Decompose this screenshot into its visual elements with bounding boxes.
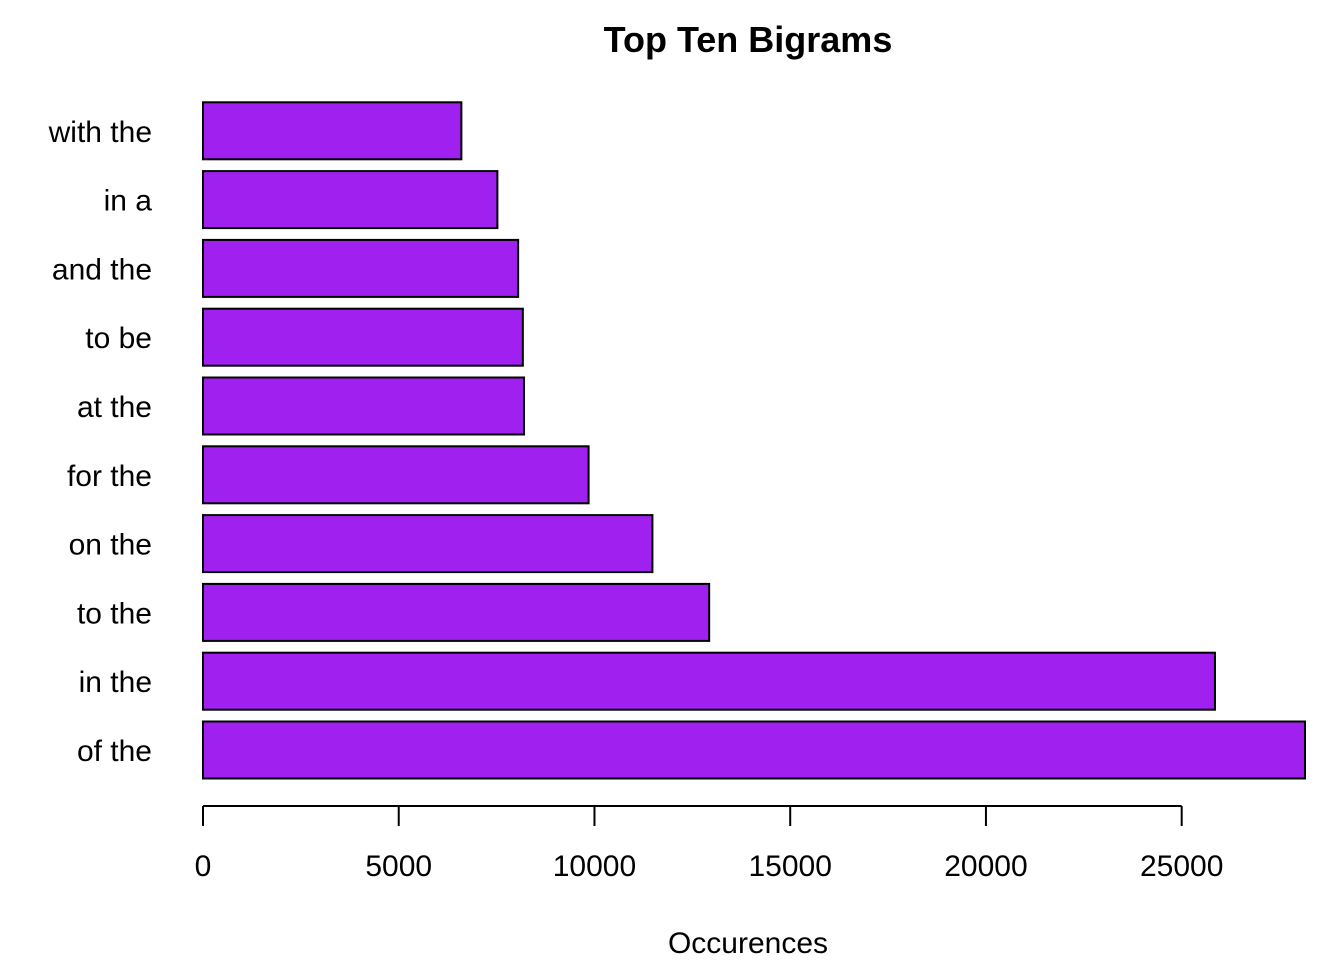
bar (202, 582, 711, 642)
x-tick-label: 5000 (365, 850, 432, 883)
x-tick-label: 15000 (748, 850, 831, 883)
category-labels: of the in the to the on the for the at the to … (48, 116, 153, 768)
category-label: in a (104, 185, 153, 218)
bars-group (202, 101, 1306, 780)
bar (202, 445, 590, 505)
x-axis: 0 5000 10000 15000 20000 25000 (195, 805, 1223, 883)
x-tick-label: 20000 (944, 850, 1027, 883)
category-label: in the (79, 666, 152, 699)
category-label: and the (52, 253, 152, 286)
category-label: to the (77, 597, 152, 630)
category-label: on the (69, 529, 152, 562)
bar (202, 651, 1216, 711)
x-tick-label: 0 (195, 850, 212, 883)
category-label: with the (48, 116, 152, 149)
bar (202, 170, 499, 230)
category-label: of the (77, 735, 152, 768)
bar (202, 720, 1306, 780)
x-tick-label: 25000 (1140, 850, 1223, 883)
category-label: to be (85, 322, 152, 355)
x-tick-label: 10000 (553, 850, 636, 883)
chart-title: Top Ten Bigrams (604, 19, 893, 60)
category-label: at the (77, 391, 152, 424)
bar (202, 238, 520, 298)
bar (202, 307, 524, 367)
x-axis-title: Occurences (668, 927, 828, 960)
bar (202, 376, 526, 436)
bar (202, 101, 463, 161)
category-label: for the (67, 460, 152, 493)
bar (202, 514, 654, 574)
